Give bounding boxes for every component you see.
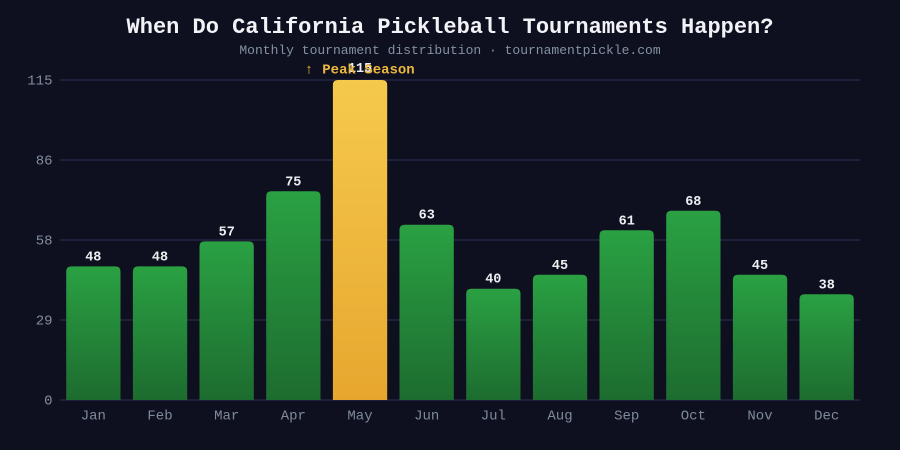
svg-text:57: 57: [219, 225, 235, 240]
svg-text:45: 45: [752, 259, 768, 274]
svg-text:29: 29: [36, 314, 53, 330]
svg-text:58: 58: [36, 234, 53, 250]
svg-text:68: 68: [685, 195, 701, 210]
svg-text:Feb: Feb: [147, 409, 172, 425]
svg-text:40: 40: [485, 273, 501, 288]
svg-text:Nov: Nov: [747, 409, 772, 425]
svg-text:63: 63: [419, 209, 435, 224]
svg-text:Dec: Dec: [814, 409, 839, 425]
svg-text:0: 0: [44, 394, 52, 410]
svg-text:Jul: Jul: [481, 409, 506, 425]
svg-text:Monthly tournament distributio: Monthly tournament distribution · tourna…: [239, 43, 660, 58]
svg-text:Mar: Mar: [214, 409, 239, 425]
svg-text:Apr: Apr: [281, 409, 306, 425]
svg-text:Aug: Aug: [547, 409, 572, 425]
svg-text:May: May: [347, 409, 372, 425]
svg-text:48: 48: [85, 250, 101, 265]
svg-text:Peak Season: Peak Season: [322, 63, 414, 79]
svg-text:86: 86: [36, 154, 53, 170]
svg-text:75: 75: [285, 175, 301, 190]
svg-text:Jun: Jun: [414, 409, 439, 425]
svg-text:Oct: Oct: [681, 409, 706, 425]
svg-text:When Do California Pickleball: When Do California Pickleball Tournament…: [127, 15, 774, 40]
svg-text:45: 45: [552, 259, 568, 274]
svg-text:115: 115: [348, 62, 372, 77]
svg-text:Sep: Sep: [614, 409, 639, 425]
svg-text:Jan: Jan: [81, 409, 106, 425]
svg-text:38: 38: [819, 278, 835, 293]
svg-text:61: 61: [619, 214, 635, 229]
svg-text:48: 48: [152, 250, 168, 265]
svg-text:115: 115: [27, 74, 52, 90]
svg-text:↑: ↑: [305, 63, 313, 79]
